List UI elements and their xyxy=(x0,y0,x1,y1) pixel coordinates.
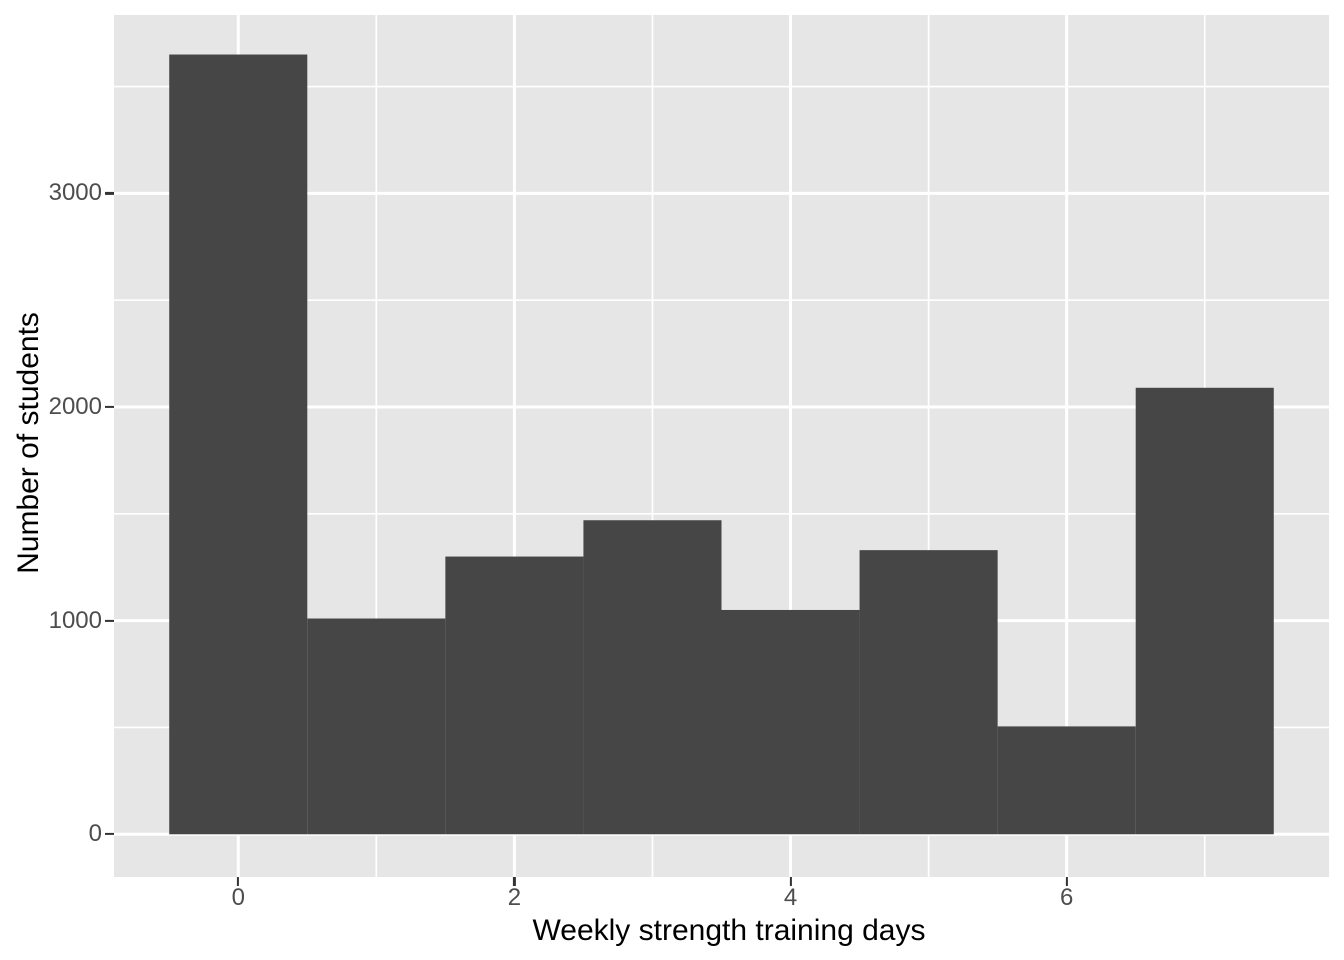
histogram-bar xyxy=(1135,387,1274,835)
y-tick-mark xyxy=(105,619,114,622)
y-tick-label: 0 xyxy=(88,820,102,848)
x-tick-mark xyxy=(513,877,516,886)
histogram-bar xyxy=(445,556,584,835)
y-tick-label: 1000 xyxy=(48,606,102,634)
x-tick-label: 0 xyxy=(231,884,245,911)
x-tick-label: 6 xyxy=(1059,884,1074,911)
y-axis-title: Number of students xyxy=(12,312,45,574)
x-tick-mark xyxy=(237,877,240,886)
x-axis-title: Weekly strength training days xyxy=(532,914,926,947)
x-tick-label: 2 xyxy=(507,884,522,911)
y-tick-mark xyxy=(105,405,114,409)
histogram-bar xyxy=(721,609,860,835)
histogram-bar xyxy=(169,54,308,835)
histogram-bar xyxy=(583,520,722,835)
y-tick-mark xyxy=(105,833,114,836)
plot-panel xyxy=(114,15,1329,877)
histogram-bar xyxy=(859,550,998,835)
histogram-bar xyxy=(997,726,1136,835)
x-tick-mark xyxy=(789,877,792,886)
plot-area xyxy=(114,15,1329,877)
x-tick-label: 4 xyxy=(783,884,798,911)
x-tick-mark xyxy=(1065,877,1068,886)
y-tick-mark xyxy=(105,192,114,195)
histogram-bar xyxy=(307,618,446,835)
y-tick-label: 2000 xyxy=(48,393,102,420)
y-tick-label: 3000 xyxy=(48,179,102,207)
